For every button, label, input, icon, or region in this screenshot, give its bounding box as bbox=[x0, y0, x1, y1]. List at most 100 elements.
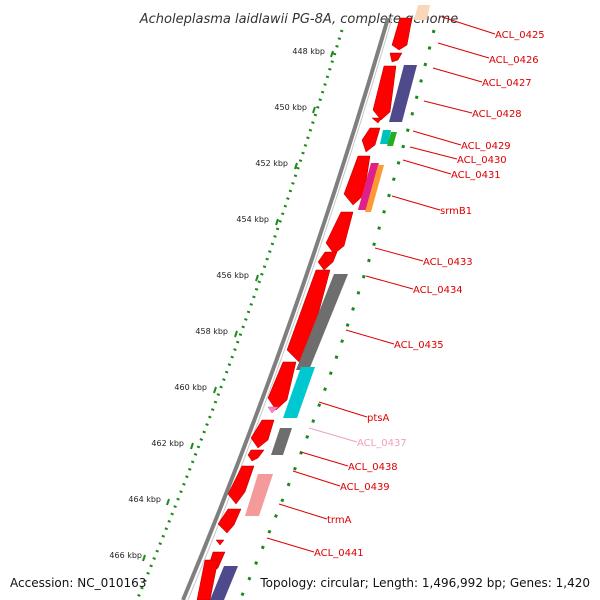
gene-arrow-forward[interactable] bbox=[215, 539, 225, 546]
ruler-tick-10: 466 kbp bbox=[109, 551, 146, 562]
gene-label-acl_0431[interactable]: ACL_0431 bbox=[402, 159, 501, 181]
gene-label-text: srmB1 bbox=[440, 206, 472, 217]
gene-label-trma[interactable]: trmA bbox=[278, 503, 352, 526]
gene-arrow-forward[interactable] bbox=[317, 251, 338, 271]
topology-text: Topology: circular; Length: 1,496,992 bp… bbox=[259, 576, 590, 590]
leader-line bbox=[391, 195, 441, 211]
cog-box[interactable] bbox=[380, 130, 391, 144]
map-title: Acholeplasma laidlawii PG-8A, complete g… bbox=[139, 12, 458, 27]
gene-label-acl_0433[interactable]: ACL_0433 bbox=[374, 247, 473, 268]
gene-label-acl_0425[interactable]: ACL_0425 bbox=[441, 16, 545, 41]
gene-arrow-forward[interactable] bbox=[371, 117, 383, 124]
gene-label-acl_0438[interactable]: ACL_0438 bbox=[300, 451, 398, 473]
cog-box[interactable] bbox=[283, 367, 315, 418]
ruler-tick-label: 460 kbp bbox=[174, 383, 207, 392]
ruler-tick-label: 450 kbp bbox=[274, 103, 307, 112]
gene-label-text: ACL_0438 bbox=[348, 462, 398, 473]
cog-box[interactable] bbox=[414, 5, 430, 20]
leader-line bbox=[345, 329, 395, 345]
cog-box[interactable] bbox=[271, 428, 292, 455]
leader-line bbox=[441, 16, 496, 35]
cog-track bbox=[210, 5, 430, 600]
gene-arrow-forward[interactable] bbox=[217, 508, 242, 534]
ruler-tick-label: 462 kbp bbox=[151, 439, 184, 448]
gene-label-acl_0437[interactable]: ACL_0437 bbox=[308, 427, 407, 449]
cog-box[interactable] bbox=[296, 274, 348, 370]
leader-line bbox=[278, 503, 328, 520]
ruler-tick-9: 464 kbp bbox=[128, 495, 170, 506]
gene-arrow-forward[interactable] bbox=[391, 17, 413, 51]
gene-label-text: ACL_0430 bbox=[457, 155, 507, 166]
cog-box[interactable] bbox=[387, 132, 397, 146]
leader-line bbox=[412, 130, 462, 146]
cog-box[interactable] bbox=[389, 65, 417, 122]
cog-box[interactable] bbox=[358, 163, 379, 210]
gene-label-text: ACL_0433 bbox=[423, 257, 473, 268]
gene-arrow-forward[interactable] bbox=[389, 52, 403, 63]
ruler-tick-5: 456 kbp bbox=[216, 271, 259, 282]
gene-label-text: ACL_0435 bbox=[394, 340, 444, 351]
ruler-tick-6: 458 kbp bbox=[195, 327, 238, 338]
ruler-tick-7: 460 kbp bbox=[174, 383, 217, 394]
leader-line bbox=[432, 67, 483, 83]
cog-box[interactable] bbox=[245, 474, 273, 516]
gene-arrow-forward[interactable] bbox=[247, 449, 265, 462]
gc-content-arc bbox=[238, 29, 436, 600]
ruler-tick-label: 452 kbp bbox=[255, 159, 288, 168]
gene-arrow-forward[interactable] bbox=[361, 127, 381, 153]
gene-label-acl_0426[interactable]: ACL_0426 bbox=[437, 42, 539, 66]
gene-label-text: trmA bbox=[327, 515, 352, 526]
leader-line bbox=[402, 159, 452, 175]
gene-arrow-forward[interactable] bbox=[196, 559, 219, 600]
gene-label-text: ACL_0441 bbox=[314, 548, 364, 559]
leader-line bbox=[365, 275, 414, 290]
ruler-tick-label: 458 kbp bbox=[195, 327, 228, 336]
gene-label-acl_0429[interactable]: ACL_0429 bbox=[412, 130, 511, 152]
ruler-tick-label: 448 kbp bbox=[292, 47, 325, 56]
leader-line bbox=[300, 451, 349, 467]
gene-label-text: ACL_0431 bbox=[451, 170, 501, 181]
gene-label-text: ptsA bbox=[367, 413, 389, 424]
ruler-tick-label: 466 kbp bbox=[109, 551, 142, 560]
gene-label-acl_0439[interactable]: ACL_0439 bbox=[292, 470, 390, 493]
gene-label-text: ACL_0425 bbox=[495, 30, 545, 41]
leader-line bbox=[409, 146, 458, 160]
leader-line bbox=[318, 401, 368, 418]
gene-label-text: ACL_0428 bbox=[472, 109, 522, 120]
gene-labels: ACL_0425 ACL_0426 ACL_0427 ACL_0428 ACL_0429… bbox=[266, 16, 545, 559]
accession-text: Accession: NC_010163 bbox=[10, 576, 146, 590]
gene-label-acl_0435[interactable]: ACL_0435 bbox=[345, 329, 444, 351]
ruler-tick-8: 462 kbp bbox=[151, 439, 194, 450]
gene-arrow-forward[interactable] bbox=[372, 65, 397, 121]
ruler-tick-1: 448 kbp bbox=[292, 47, 334, 58]
gene-label-text: ACL_0437 bbox=[357, 438, 407, 449]
cog-box[interactable] bbox=[365, 165, 384, 212]
ruler-tick-2: 450 kbp bbox=[274, 103, 316, 114]
gene-arrow-forward[interactable] bbox=[267, 361, 297, 411]
forward-strand-genes bbox=[196, 17, 413, 600]
leader-line bbox=[437, 42, 490, 59]
gene-arrow-forward[interactable] bbox=[250, 419, 275, 449]
gene-label-text: ACL_0439 bbox=[340, 482, 390, 493]
gene-label-text: ACL_0427 bbox=[482, 78, 532, 89]
cog-box[interactable] bbox=[210, 566, 238, 600]
gene-label-acl_0441[interactable]: ACL_0441 bbox=[266, 537, 364, 559]
gene-label-acl_0428[interactable]: ACL_0428 bbox=[423, 100, 522, 120]
gene-arrow-forward[interactable] bbox=[227, 465, 255, 505]
gene-label-ptsa[interactable]: ptsA bbox=[318, 401, 389, 424]
gene-label-acl_0427[interactable]: ACL_0427 bbox=[432, 67, 532, 89]
leader-line bbox=[308, 427, 358, 443]
gene-label-text: ACL_0434 bbox=[413, 285, 463, 296]
gene-arrow-forward[interactable] bbox=[267, 406, 279, 414]
gene-label-acl_0430[interactable]: ACL_0430 bbox=[409, 146, 507, 166]
leader-line bbox=[292, 470, 341, 487]
gene-label-text: ACL_0426 bbox=[489, 55, 539, 66]
gene-label-acl_0434[interactable]: ACL_0434 bbox=[365, 275, 463, 296]
gene-label-srmb1[interactable]: srmB1 bbox=[391, 195, 472, 217]
gene-label-text: ACL_0429 bbox=[461, 141, 511, 152]
leader-line bbox=[266, 537, 315, 553]
ruler-tick-label: 454 kbp bbox=[236, 215, 269, 224]
gene-arrow-forward[interactable] bbox=[325, 211, 354, 255]
ruler-tick-label: 456 kbp bbox=[216, 271, 249, 280]
